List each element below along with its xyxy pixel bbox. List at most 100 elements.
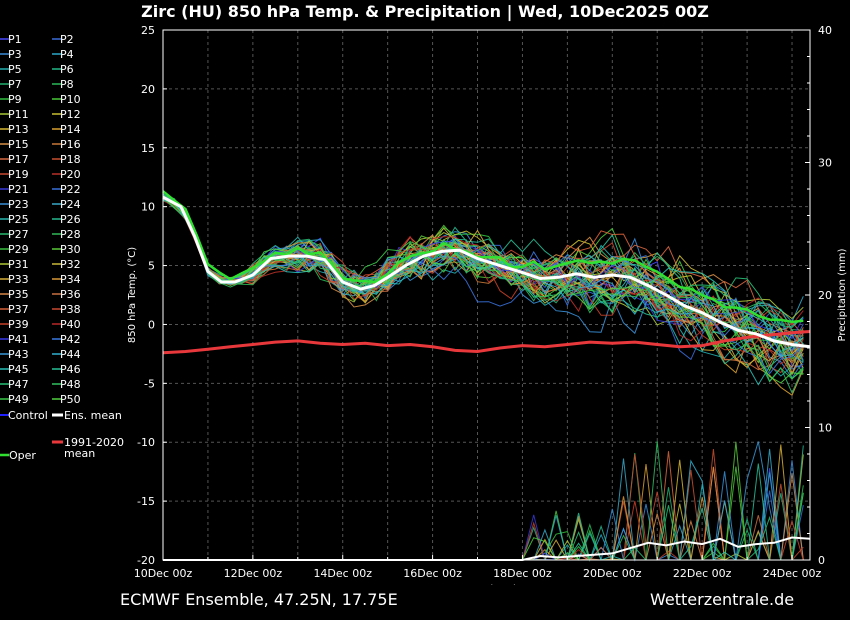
- precip-line-p40: [163, 548, 804, 561]
- legend-label-p11: P11: [8, 108, 29, 121]
- legend-label-oper: Oper: [9, 449, 36, 462]
- y-tick-label: 10: [141, 201, 155, 214]
- legend-label-p20: P20: [60, 168, 81, 181]
- precip-line-p25: [163, 532, 804, 561]
- legend-label-p40: P40: [60, 318, 81, 331]
- member-line-p28: [162, 196, 804, 362]
- footer-source: ECMWF Ensemble, 47.25N, 17.75E: [120, 590, 398, 609]
- legend-label-p10: P10: [60, 93, 81, 106]
- y2-tick-label: 20: [818, 289, 832, 302]
- legend-label-p28: P28: [60, 228, 81, 241]
- legend-label-p34: P34: [60, 273, 81, 286]
- legend-label-climatology: mean: [64, 447, 95, 460]
- y-tick-label: -5: [144, 377, 155, 390]
- oper-line: [162, 190, 804, 324]
- legend-label-p30: P30: [60, 243, 81, 256]
- legend-label-p47: P47: [8, 378, 29, 391]
- precip-mean-line: [163, 536, 811, 561]
- x-tick-label: 16Dec 00z: [403, 567, 462, 580]
- legend-label-p43: P43: [8, 348, 29, 361]
- legend-label-control: Control: [8, 409, 48, 422]
- legend-label-p12: P12: [60, 108, 81, 121]
- x-tick-label: 12Dec 00z: [224, 567, 283, 580]
- legend-label-p6: P6: [60, 63, 74, 76]
- ensemble-members: [162, 193, 804, 396]
- legend-label-p8: P8: [60, 78, 74, 91]
- x-tick-label: 24Dec 00z: [763, 567, 822, 580]
- legend-label-ens-mean: Ens. mean: [64, 409, 122, 422]
- y-axis-label: 850 hPa Temp. (°C): [127, 247, 138, 343]
- legend-label-p4: P4: [60, 48, 74, 61]
- y2-tick-label: 10: [818, 422, 832, 435]
- legend-label-p18: P18: [60, 153, 81, 166]
- legend-label-p3: P3: [8, 48, 22, 61]
- legend: P1 P2 P3 P4 P5 P6 P7 P8 P9 P10 P11 P12 P13 P14 P15 P16 P…: [0, 33, 124, 462]
- legend-label-p35: P35: [8, 288, 29, 301]
- legend-label-p32: P32: [60, 258, 81, 271]
- legend-label-p41: P41: [8, 333, 29, 346]
- legend-label-p45: P45: [8, 363, 29, 376]
- legend-label-p21: P21: [8, 183, 29, 196]
- y2-tick-label: 0: [818, 554, 825, 567]
- legend-label-p7: P7: [8, 78, 22, 91]
- y-tick-label: 0: [148, 318, 155, 331]
- y-tick-label: 20: [141, 83, 155, 96]
- y2-tick-label: 30: [818, 157, 832, 170]
- chart-area: 25 20 15 10 5 0 -5 -10 -15 -20 40 30 20 10 0 10Dec 00z 1…: [0, 24, 848, 585]
- legend-label-p5: P5: [8, 63, 22, 76]
- legend-label-climatology: 1991-2020: [64, 436, 124, 449]
- y-tick-label: -15: [137, 495, 155, 508]
- axes: 25 20 15 10 5 0 -5 -10 -15 -20 40 30 20 10 0 10Dec 00z 1…: [127, 24, 848, 585]
- legend-label-p50: P50: [60, 393, 81, 406]
- ensemble-mean-line: [162, 195, 811, 349]
- member-line-p45: [162, 196, 804, 353]
- member-line-p50: [162, 195, 804, 384]
- member-line-p48: [162, 197, 804, 383]
- legend-label-p33: P33: [8, 273, 29, 286]
- precip-line-p29: [163, 531, 804, 561]
- member-line-p33: [162, 194, 804, 375]
- precip-line-p27: [163, 528, 804, 561]
- legend-label-p27: P27: [8, 228, 29, 241]
- legend-label-p26: P26: [60, 213, 81, 226]
- x-tick-label: 20Dec 00z: [583, 567, 642, 580]
- legend-label-p17: P17: [8, 153, 29, 166]
- y2-axis-label: Precipitation (mm): [837, 248, 848, 341]
- y2-tick-label: 40: [818, 24, 832, 37]
- legend-label-p25: P25: [8, 213, 29, 226]
- chart-title: Zirc (HU) 850 hPa Temp. & Precipitation …: [141, 2, 709, 21]
- legend-label-p31: P31: [8, 258, 29, 271]
- legend-label-p38: P38: [60, 303, 81, 316]
- legend-label-p24: P24: [60, 198, 81, 211]
- x-tick-label: 18Dec 00z: [493, 567, 552, 580]
- climatology-line: [162, 330, 811, 355]
- x-axis-label: Date (UTC): [462, 584, 517, 585]
- plot-frame: [162, 29, 811, 561]
- legend-label-p22: P22: [60, 183, 81, 196]
- y-tick-label: -10: [137, 436, 155, 449]
- y-tick-label: 5: [148, 260, 155, 273]
- legend-label-p36: P36: [60, 288, 81, 301]
- legend-label-p2: P2: [60, 33, 74, 46]
- y-tick-label: 25: [141, 24, 155, 37]
- legend-label-p48: P48: [60, 378, 81, 391]
- legend-label-p14: P14: [60, 123, 81, 136]
- legend-label-p49: P49: [8, 393, 29, 406]
- grid: [163, 30, 810, 560]
- legend-label-p29: P29: [8, 243, 29, 256]
- member-line-p39: [162, 196, 804, 365]
- footer-site: Wetterzentrale.de: [650, 590, 795, 609]
- legend-label-p42: P42: [60, 333, 81, 346]
- x-tick-label: 14Dec 00z: [313, 567, 372, 580]
- legend-label-p16: P16: [60, 138, 81, 151]
- highlight-lines: [162, 190, 811, 561]
- legend-label-p13: P13: [8, 123, 29, 136]
- legend-label-p37: P37: [8, 303, 29, 316]
- legend-label-p9: P9: [8, 93, 22, 106]
- legend-label-p1: P1: [8, 33, 22, 46]
- legend-label-p39: P39: [8, 318, 29, 331]
- member-line-p20: [162, 200, 804, 365]
- x-tick-label: 10Dec 00z: [134, 567, 193, 580]
- legend-label-p23: P23: [8, 198, 29, 211]
- legend-label-p19: P19: [8, 168, 29, 181]
